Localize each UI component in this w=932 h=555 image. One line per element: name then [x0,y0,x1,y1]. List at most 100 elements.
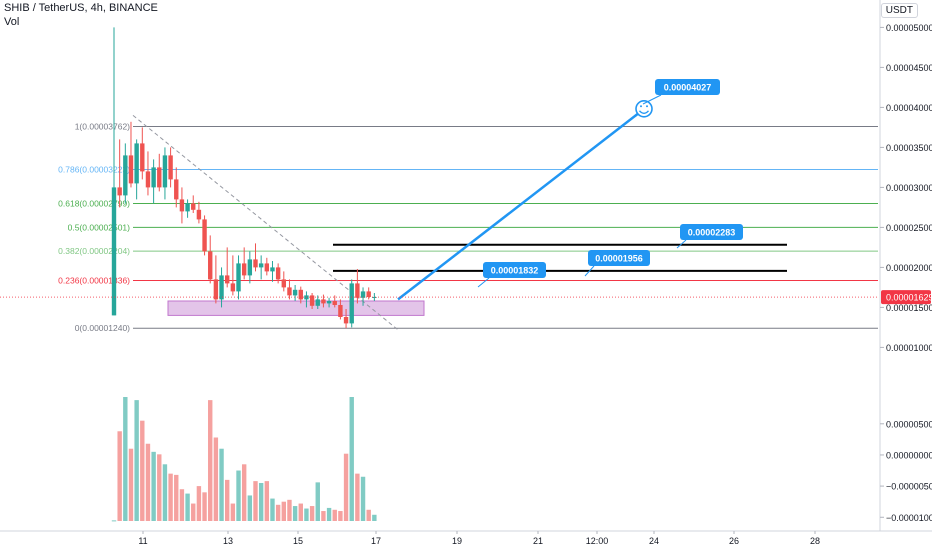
callout-box [588,250,650,266]
candle-body [360,291,366,298]
candle-body [264,263,270,272]
candle-body [151,167,156,188]
smiley-mouth [638,110,650,114]
candle-body [157,167,162,188]
candle-body [270,267,275,272]
candle-body [253,259,258,268]
time-tick-label: 11 [138,536,147,546]
candle-body [343,317,349,324]
price-callout[interactable]: 0.00004027 [642,79,720,105]
volume-bar [157,454,162,521]
candle-body [321,299,326,304]
candle-body [355,283,360,298]
current-price-badge [881,290,931,305]
candle-body [219,275,224,300]
candle-body [174,179,179,200]
candle-body [208,251,213,280]
candle-body [145,171,151,188]
price-tick-label: 0.00004500 [886,63,932,73]
chart-title: SHIB / TetherUS, 4h, BINANCE [4,2,158,14]
volume-bar [213,437,219,521]
fib-level-label: 0.618(0.00002799) [58,198,130,208]
price-tick-label: 0.00002500 [886,223,932,233]
volume-bar [326,507,332,521]
volume-tick-label: −0.00001000 [886,513,932,523]
currency-badge[interactable]: USDT [880,3,918,18]
volume-bar [241,464,247,521]
candle-body [191,203,196,210]
volume-bar [321,511,326,521]
callout-pointer [642,94,662,105]
candle-body [236,263,241,292]
callout-pointer [477,277,490,288]
time-tick-label: 17 [371,536,381,546]
volume-bar [123,397,128,521]
candle-body [185,203,190,212]
candle-body [134,143,139,184]
fib-level-label: 0.786(0.00003223) [58,165,130,175]
volume-bar [281,501,286,521]
candle-body [275,267,281,280]
candle-body [128,155,134,184]
volume-bar [298,503,303,521]
candle-body [202,219,207,252]
candle-body [179,199,185,212]
volume-bar [287,499,292,521]
volume-bar [236,470,241,521]
candle-body [196,209,202,220]
volume-bar [134,400,139,521]
candle-body [298,289,303,300]
smiley-face [635,100,653,118]
volume-bar [179,489,185,521]
time-tick-label: 15 [293,536,303,546]
time-tick-label: 24 [649,536,659,546]
candle-body [247,259,253,276]
price-callout[interactable]: 0.00002283 [676,224,743,249]
price-callout[interactable]: 0.00001832 [477,262,546,288]
candle-body [372,297,377,298]
candle-body [111,187,117,316]
volume-bar [360,476,366,521]
descending-trendline[interactable] [132,115,399,331]
volume-bar [208,400,213,521]
price-tick-label: 0.00004000 [886,103,932,113]
volume-bar [270,498,275,521]
candle-body [225,275,230,284]
projection-arrow-line[interactable] [397,108,644,301]
volume-bar [128,448,134,521]
volume-bar [338,511,343,521]
price-callout[interactable]: 0.00001956 [584,250,650,277]
volume-bar [196,486,202,521]
volume-tick-label: 0.00000000 [886,450,932,460]
smiley-icon [635,100,653,118]
candle-body [117,187,122,196]
volume-bar [202,492,207,521]
volume-bar [191,503,196,521]
volume-bar [275,504,281,521]
support-zone-box[interactable] [167,300,425,316]
volume-bar [304,508,309,521]
fib-level-label: 0.382(0.00002204) [58,246,130,256]
volume-label: Vol [4,16,20,28]
volume-bar [343,453,349,521]
callout-label: 0.00001832 [491,266,539,276]
volume-bar [140,420,145,521]
candle-body [332,301,337,305]
time-tick-label: 12:00 [586,536,609,546]
callout-pointer [676,239,687,249]
volume-bar [151,451,156,521]
candle-body [162,155,168,188]
volume-bar [253,481,258,521]
volume-bar [225,479,230,521]
callout-box [655,79,720,95]
candle-body [241,263,247,276]
volume-tick-label: −0.00000500 [886,482,932,492]
time-tick-label: 21 [533,536,543,546]
time-tick-label: 28 [810,536,820,546]
callout-label: 0.00004027 [664,83,712,93]
time-tick-label: 26 [729,536,739,546]
volume-bar [168,473,173,521]
price-tick-label: 0.00003500 [886,143,932,153]
volume-bar [162,464,168,521]
